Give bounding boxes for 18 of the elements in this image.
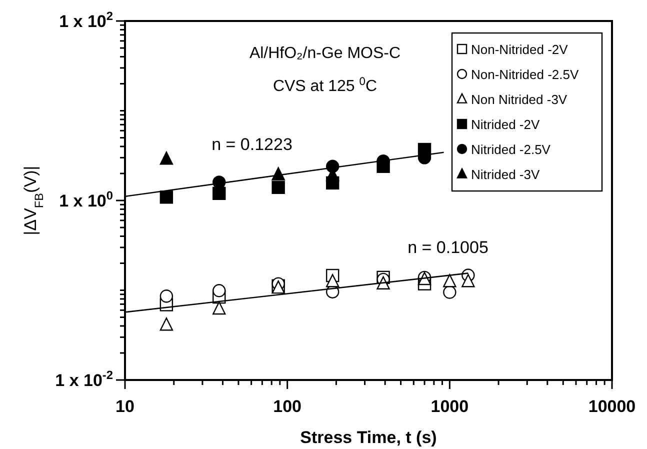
legend-label: Non Nitrided -3V: [471, 92, 568, 107]
text: Al/HfO₂/n-Ge MOS-C: [249, 45, 401, 62]
x-tick-label: 10000: [588, 397, 636, 416]
legend-label: Non-Nitrided -2V: [471, 42, 568, 57]
legend-label: Nitrided -2V: [471, 117, 540, 132]
annotation: n = 0.1005: [408, 238, 488, 257]
x-tick-label: 100: [273, 397, 302, 416]
legend-label: Nitrided -2.5V: [471, 142, 551, 157]
legend-label: Nitrided -3V: [471, 167, 540, 182]
y-tick-label: 1 x 10$^{0}$: [59, 188, 114, 210]
x-axis-title: Stress Time, t (s): [300, 428, 437, 447]
text: CVS at 125 $^{0}$C: [272, 76, 378, 95]
y-tick-label: 1 x 10$^{-2}$: [55, 368, 114, 390]
x-tick-label: 10: [116, 397, 134, 416]
y-tick-label: 1 x 10$^{2}$: [59, 9, 114, 31]
annotation: n = 0.1223: [212, 135, 292, 154]
x-tick-label: 1000: [430, 397, 469, 416]
legend-label: Non-Nitrided -2.5V: [471, 67, 579, 82]
